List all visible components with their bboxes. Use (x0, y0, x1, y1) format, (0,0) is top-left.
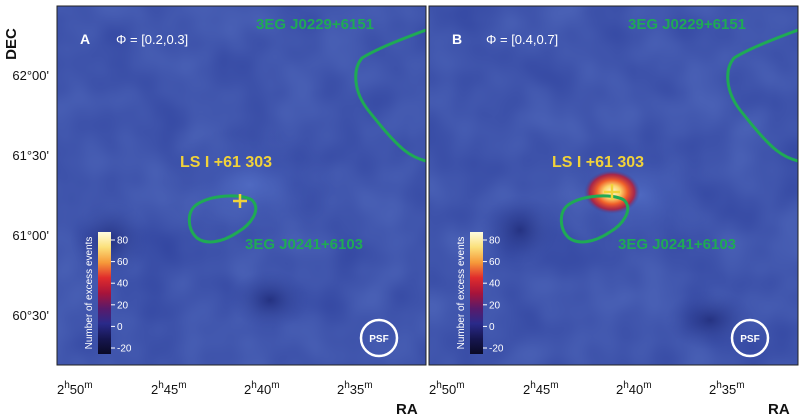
colorbar-tick-label: 20 (489, 300, 501, 311)
colorbar-title: Number of excess events (84, 237, 95, 350)
colorbar-tick-label: 60 (489, 257, 501, 268)
x-axis-title-b: RA (768, 401, 790, 418)
contour-3eg-j0241 (559, 194, 630, 244)
colorbar-gradient (470, 232, 483, 354)
colorbar-tick-label: 40 (117, 279, 129, 290)
contour-3eg-j0229 (354, 28, 426, 163)
x-axis-ticks-b: 2h50m 2h45m 2h40m 2h35m (429, 380, 745, 397)
panel-b-psf: PSF (730, 318, 770, 358)
contour-3eg-j0229 (726, 28, 798, 163)
x-tick-label: 2h50m (429, 380, 465, 397)
panel-a (57, 6, 426, 365)
panel-a-psf: PSF (359, 318, 399, 358)
colorbar-tick-label: 80 (489, 236, 501, 247)
panel-a-colorbar: Number of excess events 80 60 40 20 0 -20 (84, 232, 132, 355)
x-tick-label: 2h35m (337, 380, 373, 397)
colorbar-tick-label: -20 (489, 344, 504, 355)
x-axis-title-a: RA (396, 401, 418, 418)
lsi-cross-marker (604, 184, 620, 200)
x-tick-label: 2h35m (709, 380, 745, 397)
panel-b (429, 6, 798, 365)
y-tick-label: 61°30' (12, 148, 49, 163)
y-tick-label: 61°00' (12, 228, 49, 243)
y-axis-ticks: 62°00' 61°30' 61°00' 60°30' (12, 68, 49, 323)
x-tick-label: 2h45m (151, 380, 187, 397)
x-tick-label: 2h45m (523, 380, 559, 397)
x-tick-label: 2h50m (57, 380, 93, 397)
panel-a-letter: A (80, 31, 90, 47)
psf-label: PSF (369, 334, 388, 345)
colorbar-tick-label: 0 (117, 322, 123, 333)
panel-a-phase: Φ = [0.2,0.3] (116, 32, 188, 47)
psf-label: PSF (740, 334, 759, 345)
x-tick-label: 2h40m (244, 380, 280, 397)
y-axis-title: DEC (3, 28, 20, 60)
colorbar-tick-label: 40 (489, 279, 501, 290)
panel-b-phase: Φ = [0.4,0.7] (486, 32, 558, 47)
panel-b-target-label: LS I +61 303 (552, 154, 644, 171)
colorbar-tick-label: 60 (117, 257, 129, 268)
y-tick-label: 62°00' (12, 68, 49, 83)
colorbar-tick-label: -20 (117, 344, 132, 355)
panel-a-source-top: 3EG J0229+6151 (256, 16, 374, 33)
colorbar-title: Number of excess events (456, 237, 467, 350)
panel-a-source-bottom: 3EG J0241+6103 (245, 236, 363, 253)
contour-3eg-j0241 (187, 194, 258, 244)
colorbar-tick-label: 0 (489, 322, 495, 333)
colorbar-tick-label: 80 (117, 236, 129, 247)
y-tick-label: 60°30' (12, 308, 49, 323)
x-tick-label: 2h40m (616, 380, 652, 397)
x-axis-ticks-a: 2h50m 2h45m 2h40m 2h35m (57, 380, 373, 397)
colorbar-tick-label: 20 (117, 300, 129, 311)
lsi-cross-marker (233, 194, 247, 208)
panel-b-source-bottom: 3EG J0241+6103 (618, 236, 736, 253)
panel-a-target-label: LS I +61 303 (180, 154, 272, 171)
panel-b-colorbar: Number of excess events 80 60 40 20 0 -20 (456, 232, 504, 355)
panel-b-source-top: 3EG J0229+6151 (628, 16, 746, 33)
panel-b-letter: B (452, 31, 462, 47)
colorbar-gradient (98, 232, 111, 354)
